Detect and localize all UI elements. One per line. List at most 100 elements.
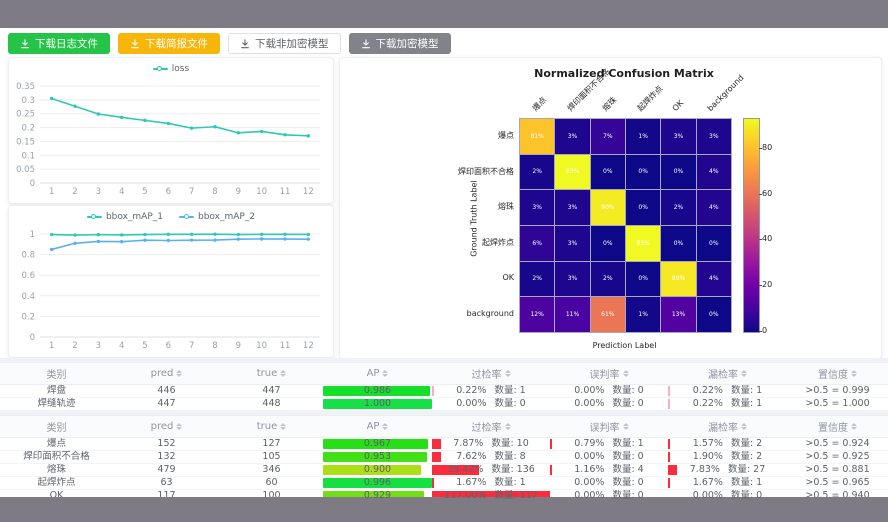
rate-percent: 0.22% <box>456 385 487 396</box>
download-icon <box>130 38 140 49</box>
sort-caret-icon[interactable] <box>851 423 857 430</box>
rate-count: 数量: 8 <box>494 451 526 462</box>
legend-item[interactable]: loss <box>152 64 189 74</box>
sort-caret-icon[interactable] <box>280 423 287 430</box>
cell-over: 39.42% 数量: 136 <box>432 464 550 476</box>
table-row: 焊印面积不合格 132 105 0.953 7.62% 数量: 8 0.00% 数量: 0 1.… <box>0 451 888 464</box>
ap-bar <box>323 439 429 449</box>
rate-percent: 0.00% <box>574 490 605 501</box>
sort-caret-icon[interactable] <box>382 423 389 430</box>
cm-row-label: 起焊炸点 <box>482 237 514 247</box>
cell-mis: 0.00% 数量: 0 <box>550 490 668 502</box>
column-header-pred[interactable]: pred <box>113 416 220 437</box>
rate-percent: 7.87% <box>453 438 484 449</box>
column-header-over[interactable]: 过检率 <box>432 363 550 384</box>
cell-over: 117.00% 数量: 117 <box>432 490 550 502</box>
column-header-ap[interactable]: AP <box>323 363 432 384</box>
dashboard-page: 下载日志文件 下载简报文件 下载非加密模型 下载加密模型 loss 0 0.05 0.1 0.… <box>0 28 888 503</box>
rate-bar <box>668 439 670 449</box>
colorbar-tick-mark <box>759 147 762 149</box>
button-label: 下载简报文件 <box>145 38 208 50</box>
rate-percent: 0.00% <box>692 490 723 501</box>
legend-item[interactable]: bbox_mAP_1 <box>86 212 163 222</box>
sort-caret-icon[interactable] <box>851 370 857 377</box>
cm-cell-1-1: 93% <box>555 154 590 190</box>
confusion-matrix-card: Normalized Confusion Matrix 81% 3% 7% 1% 3% 3%… <box>339 57 882 359</box>
rate-percent: 1.90% <box>692 451 723 462</box>
sort-caret-icon[interactable] <box>176 423 183 430</box>
column-header-over[interactable]: 过检率 <box>432 416 550 437</box>
rate-bar <box>432 439 442 449</box>
sort-caret-icon[interactable] <box>741 423 747 430</box>
rate-percent: 0.00% <box>456 398 487 409</box>
svg-text:10: 10 <box>256 341 267 351</box>
cm-row-label: OK <box>502 273 514 283</box>
sort-caret-icon[interactable] <box>741 370 747 377</box>
download-button-1[interactable]: 下载日志文件 <box>8 33 110 54</box>
cm-cell-1-0: 2% <box>520 154 555 190</box>
cell-name: 熔珠 <box>46 464 66 475</box>
cm-cell-4-5: 4% <box>696 261 731 297</box>
cm-row-label: 焊印面积不合格 <box>458 166 514 176</box>
download-button-2[interactable]: 下载简报文件 <box>118 33 220 54</box>
rate-bar <box>550 439 552 449</box>
sort-caret-icon[interactable] <box>382 370 389 377</box>
rate-count: 数量: 0 <box>612 490 644 501</box>
column-header-conf[interactable]: 置信度 <box>787 363 888 384</box>
legend-marker-icon <box>179 213 194 219</box>
column-header-pred[interactable]: pred <box>113 363 220 384</box>
cell-miss: 0.00% 数量: 0 <box>668 490 787 502</box>
cm-row-label: 爆点 <box>498 131 514 141</box>
column-header-miss[interactable]: 漏检率 <box>668 363 787 384</box>
sort-caret-icon[interactable] <box>504 370 511 377</box>
metrics-tables: 类别 pred true AP 过检率 误判率 漏检率 置信度 焊盘 446 447 0.986 0.2… <box>0 358 888 503</box>
sort-caret-icon[interactable] <box>504 423 511 430</box>
download-button-3[interactable]: 下载非加密模型 <box>228 33 341 54</box>
cm-cell-0-0: 81% <box>520 119 555 154</box>
sort-caret-icon[interactable] <box>176 370 183 377</box>
column-header-ap[interactable]: AP <box>323 416 432 437</box>
cm-cell-4-0: 2% <box>520 261 555 297</box>
legend-item[interactable]: bbox_mAP_2 <box>179 212 255 222</box>
legend-label: bbox_mAP_1 <box>105 212 163 222</box>
rate-count: 数量: 2 <box>730 451 763 462</box>
rate-count: 数量: 0 <box>730 490 763 501</box>
svg-text:1: 1 <box>49 341 54 351</box>
cm-cell-3-3: 93% <box>625 226 661 261</box>
cell-true: 105 <box>262 451 281 462</box>
ap-value: 0.967 <box>363 438 392 449</box>
sort-caret-icon[interactable] <box>622 423 629 430</box>
column-header-mis[interactable]: 误判率 <box>550 363 668 384</box>
cm-cell-5-1: 11% <box>555 297 590 332</box>
column-header-conf[interactable]: 置信度 <box>787 416 888 437</box>
cell-mis: 1.16% 数量: 4 <box>550 464 668 476</box>
column-header-true[interactable]: true <box>220 416 323 437</box>
column-header-miss[interactable]: 漏检率 <box>668 416 787 437</box>
ap-bar <box>323 465 422 475</box>
column-header-mis[interactable]: 误判率 <box>550 416 668 437</box>
download-button-4[interactable]: 下载加密模型 <box>348 33 451 54</box>
column-header-true[interactable]: true <box>220 363 323 384</box>
cell-true: 60 <box>265 477 278 488</box>
rate-bar <box>668 465 678 475</box>
cell-conf: >0.5 = 0.924 <box>805 438 870 449</box>
colorbar-tick-label: 20 <box>762 280 773 290</box>
cm-cell-0-2: 7% <box>590 119 625 154</box>
colorbar-tick-mark <box>759 239 762 241</box>
sort-caret-icon[interactable] <box>622 370 629 377</box>
colorbar-tick-mark <box>759 285 762 287</box>
svg-text:1: 1 <box>30 230 35 240</box>
cell-pred: 117 <box>157 490 176 501</box>
sort-caret-icon[interactable] <box>280 370 287 377</box>
cell-true: 100 <box>262 490 281 501</box>
svg-text:0.4: 0.4 <box>21 292 35 302</box>
ap-bar <box>323 452 427 462</box>
cell-conf: >0.5 = 0.940 <box>805 490 870 501</box>
cell-miss: 1.67% 数量: 1 <box>668 477 787 489</box>
svg-text:0.25: 0.25 <box>16 110 35 120</box>
cm-cell-4-1: 3% <box>555 261 590 297</box>
table-row: 焊盘 446 447 0.986 0.22% 数量: 1 0.00% 数量: 0 0.22% 数量… <box>0 385 888 398</box>
rate-percent: 1.67% <box>456 477 487 488</box>
cell-pred: 63 <box>160 477 173 488</box>
svg-text:0.35: 0.35 <box>16 82 35 92</box>
